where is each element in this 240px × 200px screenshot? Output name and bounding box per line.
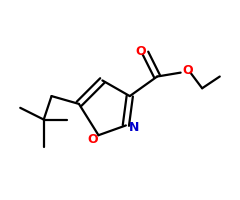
Text: O: O [182,64,193,77]
Text: O: O [135,45,146,58]
Text: N: N [128,121,139,134]
Text: O: O [87,133,98,146]
